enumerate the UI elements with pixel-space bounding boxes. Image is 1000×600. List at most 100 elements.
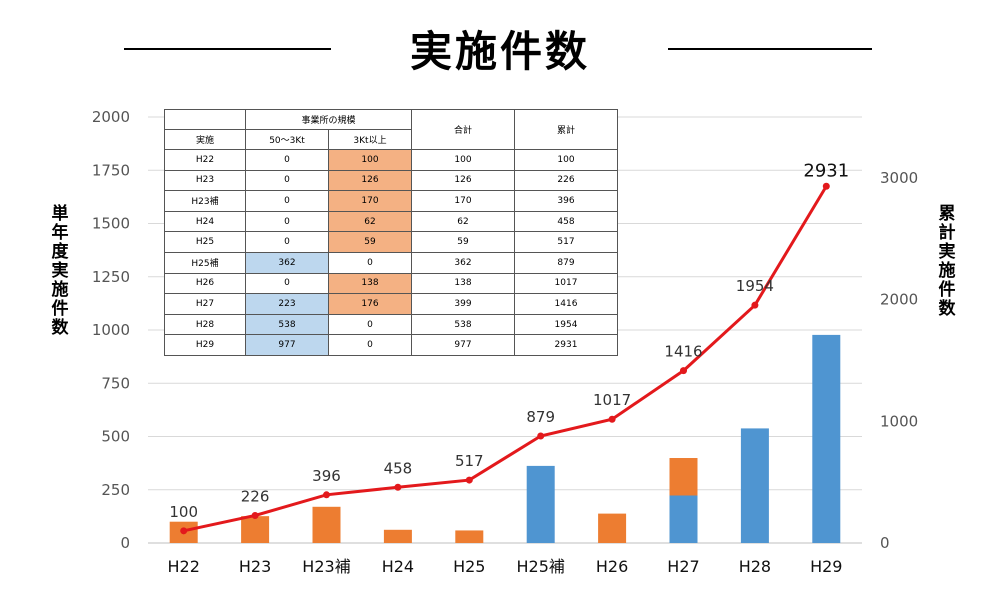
cumulative-data-label: 517: [455, 452, 484, 470]
chart-title: 実施件数: [409, 27, 590, 76]
table-cell: 126: [411, 169, 515, 192]
table-cell: 0: [245, 149, 329, 171]
bar-small-H28: [740, 428, 769, 543]
y-left-tick-label: 250: [101, 481, 130, 499]
table-cell: H23補: [164, 190, 246, 212]
table-row: H29 977 0 977 2931: [164, 334, 618, 356]
cumulative-point-H28: [751, 301, 759, 309]
bar-large-H27: [669, 458, 698, 496]
cumulative-point-H27: [680, 367, 687, 375]
y-left-tick-label: 1750: [92, 161, 130, 179]
y-left-tick-label: 750: [101, 374, 130, 392]
table-cell: 0: [245, 169, 329, 192]
table-cell: 0: [328, 334, 412, 356]
cumulative-data-label: 879: [526, 408, 555, 426]
table-cell: H25補: [164, 251, 246, 274]
y-left-tick-label: 1000: [92, 321, 130, 339]
table-row: H28 538 0 538 1954: [164, 313, 618, 336]
table-body: H22 0 100 100 100 H23 0 126 126 226 H23補 0 170 170 396…: [164, 149, 618, 356]
table-cell: H24: [164, 210, 246, 233]
table-cell: 226: [514, 169, 618, 192]
bar-large-H25: [455, 530, 484, 543]
table-cell: 538: [245, 313, 329, 336]
table-cell: 977: [245, 334, 329, 356]
y-left-tick-label: 500: [101, 428, 130, 446]
table-header-blank: [164, 109, 246, 130]
cumulative-point-H22: [180, 527, 188, 535]
table-header-total: 合計: [411, 109, 515, 150]
table-cell: 1017: [514, 272, 618, 295]
table-cell: 62: [328, 210, 412, 233]
table-cell: 399: [411, 293, 515, 315]
table-cell: 977: [411, 334, 515, 356]
table-row: H26 0 138 138 1017: [164, 272, 618, 295]
table-cell: 100: [411, 149, 515, 171]
bar-large-H24: [383, 529, 412, 543]
cumulative-point-H25補: [537, 432, 545, 440]
table-cell: 0: [328, 313, 412, 336]
cumulative-line: [183, 185, 828, 533]
table-header-group: 事業所の規模: [245, 109, 412, 130]
table-cell: 62: [411, 210, 515, 233]
bar-small-H27: [669, 495, 698, 543]
table-cell: 0: [328, 251, 412, 274]
y-left-tick-label: 0: [120, 534, 130, 552]
y-left-tick-label: 2000: [92, 108, 130, 126]
bar-large-H23補: [312, 506, 341, 543]
x-tick-label: H28: [739, 557, 771, 576]
x-tick-label: H23: [239, 557, 271, 576]
table-cell: 100: [514, 149, 618, 171]
y-left-tick-label: 1500: [92, 215, 130, 233]
table-cell: 138: [411, 272, 515, 295]
table-row: H25 0 59 59 517: [164, 231, 618, 253]
table-header-cumulative: 累計: [514, 109, 618, 150]
table-row: H23 0 126 126 226: [164, 169, 618, 192]
y-right-tick-label: 1000: [880, 412, 918, 430]
cumulative-point-H25: [465, 476, 473, 484]
table-header-large: 3Kt以上: [328, 129, 412, 150]
y-left-tick-label: 1250: [92, 268, 130, 286]
x-tick-label: H23補: [302, 557, 350, 576]
bar-small-H29: [812, 334, 841, 543]
bar-large-H26: [598, 513, 627, 543]
cumulative-data-label: 1416: [664, 343, 702, 361]
x-tick-label: H22: [168, 557, 200, 576]
cumulative-point-H26: [608, 415, 616, 423]
cumulative-data-label: 2931: [803, 160, 849, 181]
bar-large-H23: [241, 516, 270, 543]
cumulative-data-label: 1017: [593, 391, 631, 409]
table-cell: 100: [328, 149, 412, 171]
table-cell: H27: [164, 293, 246, 315]
table-cell: 362: [245, 251, 329, 274]
table-cell: 170: [411, 190, 515, 212]
table-cell: 879: [514, 251, 618, 274]
table-cell: H22: [164, 149, 246, 171]
data-table: 事業所の規模 合計 累計 実施 50～3Kt 3Kt以上 H22 0 100 100 1…: [164, 109, 618, 356]
table-cell: 0: [245, 272, 329, 295]
table-cell: 0: [245, 190, 329, 212]
table-cell: 126: [328, 169, 412, 192]
table-cell: 138: [328, 272, 412, 295]
x-tick-label: H25補: [516, 557, 564, 576]
x-tick-label: H26: [596, 557, 628, 576]
table-cell: 0: [245, 210, 329, 233]
table-cell: 517: [514, 231, 618, 253]
table-cell: H28: [164, 313, 246, 336]
table-cell: 170: [328, 190, 412, 212]
y-right-tick-label: 0: [880, 534, 890, 552]
table-cell: 59: [411, 231, 515, 253]
x-tick-label: H24: [382, 557, 414, 576]
table-cell: 362: [411, 251, 515, 274]
table-cell: H25: [164, 231, 246, 253]
table-cell: 1954: [514, 313, 618, 336]
table-cell: 396: [514, 190, 618, 212]
bar-small-H25補: [526, 465, 555, 543]
table-cell: 176: [328, 293, 412, 315]
table-cell: 59: [328, 231, 412, 253]
table-cell: 223: [245, 293, 329, 315]
cumulative-data-label: 458: [384, 459, 413, 477]
table-row: H25補 362 0 362 879: [164, 251, 618, 274]
cumulative-point-H29: [822, 182, 830, 190]
table-row: H27 223 176 399 1416: [164, 293, 618, 315]
x-tick-label: H25: [453, 557, 485, 576]
